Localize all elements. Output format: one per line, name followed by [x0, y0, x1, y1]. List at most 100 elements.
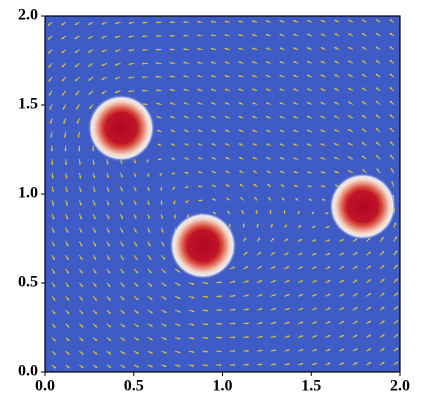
vector-arrow-head [224, 47, 228, 51]
vector-arrow-head [121, 243, 124, 247]
vector-arrow-head [225, 129, 228, 132]
vector-arrow-head [169, 61, 172, 65]
vector-arrow-head [94, 352, 98, 355]
vector-arrow-head [81, 365, 84, 369]
vector-arrow-head [108, 351, 112, 355]
vector-arrow-head [320, 129, 324, 132]
vector-arrow-head [334, 115, 337, 118]
vector-arrow-head [219, 281, 222, 284]
vector-arrow-head [313, 253, 317, 256]
vector-arrow-head [80, 298, 83, 301]
vector-arrow-head [205, 281, 209, 285]
vector-arrow-head [48, 51, 51, 54]
vector-arrow-head [341, 362, 344, 365]
vector-arrow-head [295, 198, 298, 201]
vector-arrow-head [286, 252, 289, 255]
vector-arrow-head [334, 170, 337, 174]
vector-arrow-head [169, 21, 172, 24]
vector-arrow-head [265, 33, 269, 37]
vector-arrow-head [348, 88, 351, 91]
vector-arrow-head [362, 74, 365, 77]
vector-arrow-head [108, 311, 111, 314]
vector-arrow-head [150, 310, 153, 314]
vector-arrow-head [164, 364, 167, 368]
vector-arrow-head [136, 338, 139, 341]
vector-arrow-head [212, 211, 216, 215]
vector-arrow-head [354, 362, 358, 365]
vector-arrow-head [252, 116, 255, 119]
vector-arrow-head [75, 92, 78, 96]
vector-arrow-head [252, 102, 255, 105]
vector-arrow-head [320, 157, 324, 160]
vector-arrow-head [219, 322, 222, 326]
vector-arrow-head [348, 19, 351, 22]
vector-arrow-head [136, 311, 139, 314]
vector-arrow-head [253, 184, 257, 187]
vector-arrow-head [173, 201, 176, 205]
vector-arrow-head [226, 197, 229, 200]
vector-arrow-head [170, 115, 173, 119]
vector-arrow-head [134, 230, 137, 233]
y-tick-label: 0.0 [18, 363, 38, 380]
vector-arrow-head [334, 19, 338, 23]
vector-arrow-head [334, 33, 338, 36]
vector-arrow-head [136, 324, 139, 327]
vector-arrow-head [219, 336, 222, 339]
vector-arrow-head [246, 349, 249, 353]
vector-arrow-head [354, 321, 358, 324]
vector-arrow-head [341, 293, 344, 296]
vector-arrow-head [169, 48, 172, 51]
vector-arrow-head [77, 135, 80, 138]
vector-arrow-head [308, 198, 312, 201]
vector-arrow-head [183, 20, 186, 24]
vector-arrow-head [101, 77, 105, 80]
vector-arrow-head [381, 251, 385, 254]
vector-arrow-head [246, 294, 249, 297]
vector-arrow-head [191, 323, 195, 326]
vector-arrow-head [306, 102, 310, 105]
vector-arrow-head [162, 257, 165, 260]
vector-arrow-head [52, 257, 55, 261]
vector-arrow-head [122, 351, 125, 355]
vector-arrow-head [233, 336, 236, 339]
vector-arrow-head [74, 22, 78, 26]
vector-arrow-head [128, 90, 131, 93]
vector-arrow-head [395, 320, 398, 323]
vector-arrow-head [142, 75, 145, 79]
vector-arrow-head [375, 141, 379, 145]
vector-arrow-head [240, 197, 243, 200]
vector-arrow-head [177, 310, 181, 313]
vector-arrow-head [197, 20, 200, 24]
vector-arrow-head [212, 198, 215, 201]
vector-arrow-head [121, 284, 125, 287]
vector-arrow-head [66, 311, 70, 315]
vector-arrow-head [94, 270, 97, 274]
vector-arrow-head [225, 157, 228, 160]
vector-arrow-head [314, 266, 317, 269]
vector-arrow-head [133, 160, 136, 164]
vector-arrow-head [238, 115, 242, 119]
x-tick-label: 0.5 [124, 378, 144, 395]
vector-arrow-head [53, 338, 56, 342]
vector-arrow-head [281, 197, 285, 200]
vector-arrow-head [53, 325, 56, 328]
vector-arrow-head [314, 362, 317, 365]
vector-arrow-head [197, 34, 200, 37]
vector-arrow-head [120, 188, 123, 192]
vector-arrow-head [66, 298, 70, 301]
vector-arrow-head [348, 101, 351, 104]
vector-arrow-head [255, 210, 258, 213]
vector-arrow-head [320, 171, 324, 174]
vector-arrow-head [270, 223, 273, 227]
vector-arrow-head [205, 309, 209, 312]
vector-arrow-head [225, 170, 229, 173]
vector-arrow-head [381, 279, 385, 282]
vector-arrow-head [298, 225, 302, 228]
vector-arrow-head [197, 115, 201, 119]
vector-arrow-head [149, 284, 153, 287]
vector-arrow-head [354, 348, 358, 351]
vector-arrow-head [128, 35, 132, 38]
vector-arrow-head [241, 210, 244, 213]
vector-arrow-head [348, 156, 351, 159]
vector-arrow-head [148, 243, 151, 247]
